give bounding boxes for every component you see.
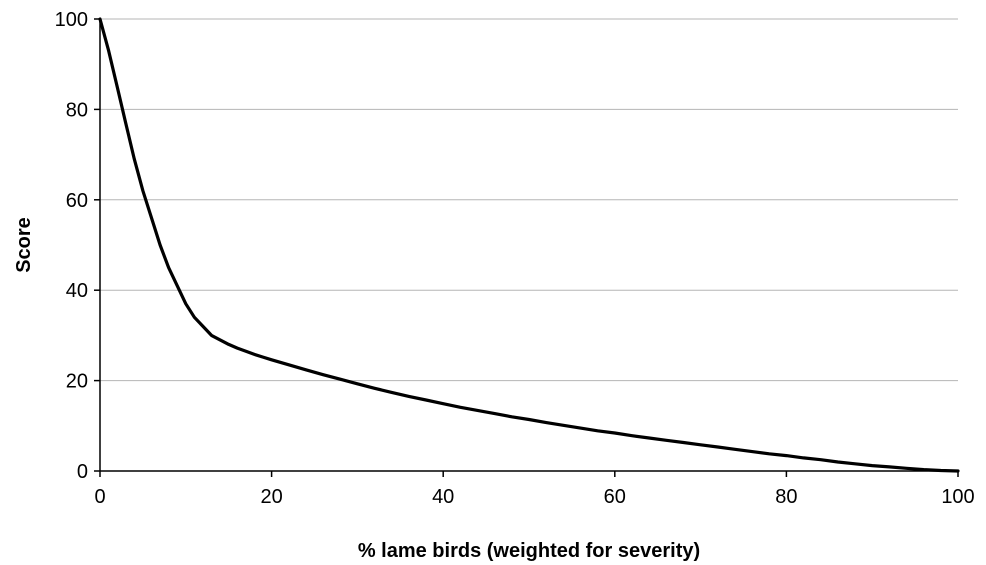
x-tick-label-60: 60 [604, 486, 626, 508]
y-tick-label-40: 40 [66, 280, 88, 302]
series-line-0 [98, 17, 960, 473]
y-tick-label-100: 100 [55, 9, 88, 31]
x-axis-title: % lame birds (weighted for severity) [358, 540, 700, 562]
x-tick-label-20: 20 [260, 486, 282, 508]
x-tick-label-0: 0 [94, 486, 105, 508]
x-tick-label-100: 100 [941, 486, 974, 508]
y-tick-label-80: 80 [66, 99, 88, 121]
y-axis-title: Score [13, 217, 35, 273]
x-tick-label-40: 40 [432, 486, 454, 508]
y-tick-label-60: 60 [66, 190, 88, 212]
gridlines [100, 18, 958, 382]
y-tick-label-20: 20 [66, 371, 88, 393]
y-tick-label-0: 0 [77, 461, 88, 483]
series-layer [98, 17, 960, 473]
tick-labels: 0 20 40 60 80 100 0 20 40 60 80 100 [55, 9, 975, 508]
x-tick-label-80: 80 [775, 486, 797, 508]
axes [94, 18, 959, 477]
